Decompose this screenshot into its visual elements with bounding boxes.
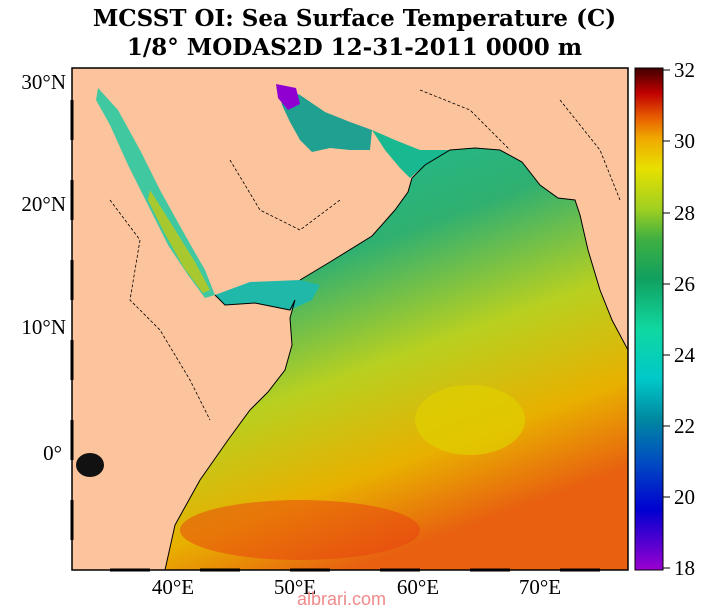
lon-label-40e: 40°E xyxy=(152,575,194,599)
frame-ticks xyxy=(70,100,600,572)
colorbar-ticks xyxy=(663,69,670,569)
colorbar-label-22: 22 xyxy=(674,414,695,438)
colorbar-label-26: 26 xyxy=(674,272,695,296)
lon-label-70e: 70°E xyxy=(519,575,561,599)
colorbar-label-28: 28 xyxy=(674,201,695,225)
colorbar-label-30: 30 xyxy=(674,129,695,153)
red-sea-south xyxy=(148,190,210,293)
red-sea xyxy=(96,88,215,298)
lon-label-50e: 50°E xyxy=(274,575,316,599)
africa-coast xyxy=(164,294,296,570)
lat-label-20n: 20°N xyxy=(21,192,66,216)
warm-eddy xyxy=(415,385,525,455)
persian-gulf-north xyxy=(276,84,300,110)
gulf-of-oman xyxy=(372,130,450,178)
lake-victoria xyxy=(76,453,104,477)
map-subtitle: 1/8° MODAS2D 12-31-2011 0000 m xyxy=(126,34,583,61)
lat-label-0: 0° xyxy=(43,441,62,465)
watermark: albrari.com xyxy=(297,589,387,609)
persian-gulf xyxy=(278,85,372,152)
colorbar-label-24: 24 xyxy=(674,343,696,367)
map-title: MCSST OI: Sea Surface Temperature (C) xyxy=(92,5,617,32)
warm-eddy-south xyxy=(180,500,420,560)
colorbar-label-20: 20 xyxy=(674,485,695,509)
colorbar xyxy=(634,67,664,571)
lat-label-10n: 10°N xyxy=(21,315,66,339)
coastline xyxy=(299,147,628,351)
lon-label-60e: 60°E xyxy=(397,575,439,599)
map-frame xyxy=(71,67,629,571)
arabian-sea xyxy=(165,148,628,570)
colorbar-label-18: 18 xyxy=(674,556,695,580)
colorbar-label-32: 32 xyxy=(674,58,695,82)
lat-label-30n: 30°N xyxy=(21,70,66,94)
country-borders xyxy=(109,89,621,421)
